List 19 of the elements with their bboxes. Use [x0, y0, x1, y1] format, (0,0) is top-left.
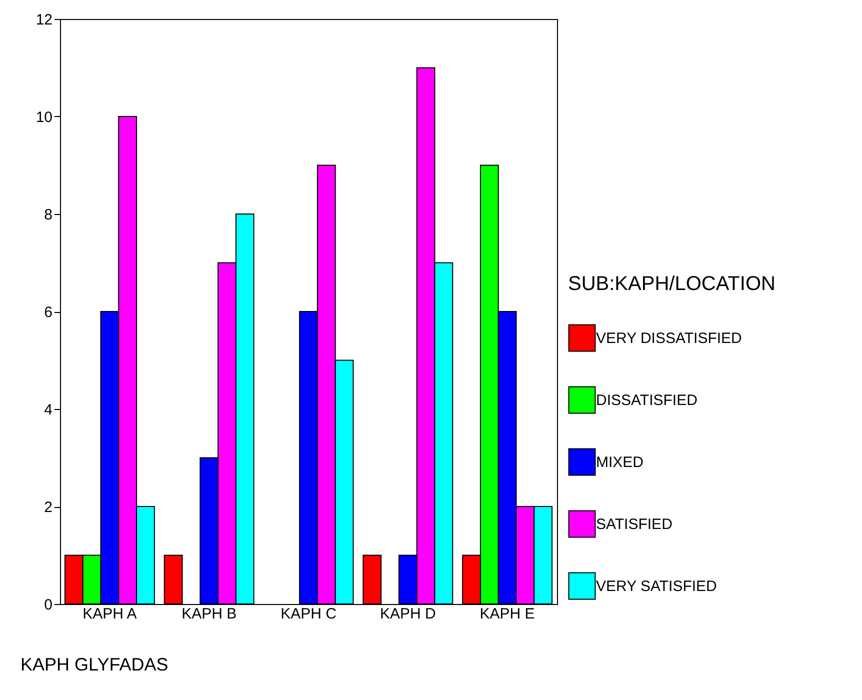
- x-tick-label: KAPH A: [82, 606, 137, 622]
- legend-label: VERY DISSATISFIED: [596, 330, 742, 347]
- x-tick-label: KAPH D: [380, 606, 436, 622]
- y-tick-label: 2: [44, 499, 52, 516]
- x-axis-title: KAPH GLYFADAS: [20, 654, 168, 674]
- x-tick-label: KAPH E: [480, 606, 535, 622]
- y-tick-label: 0: [44, 596, 52, 614]
- y-tick-label: 4: [44, 402, 52, 418]
- x-tick-label: KAPH B: [182, 606, 237, 622]
- y-tick-label: 12: [36, 12, 52, 28]
- y-tick-label: 6: [44, 304, 52, 321]
- legend-label: SATISFIED: [596, 516, 673, 533]
- legend-label: VERY SATISFIED: [596, 578, 718, 595]
- legend-title: SUB:KAPH/LOCATION: [568, 273, 776, 295]
- legend-label: DISSATISFIED: [596, 392, 698, 409]
- y-tick-label: 10: [36, 109, 52, 126]
- y-tick-label: 8: [44, 206, 52, 224]
- legend-label: MIXED: [596, 454, 644, 471]
- x-tick-label: KAPH C: [280, 606, 337, 622]
